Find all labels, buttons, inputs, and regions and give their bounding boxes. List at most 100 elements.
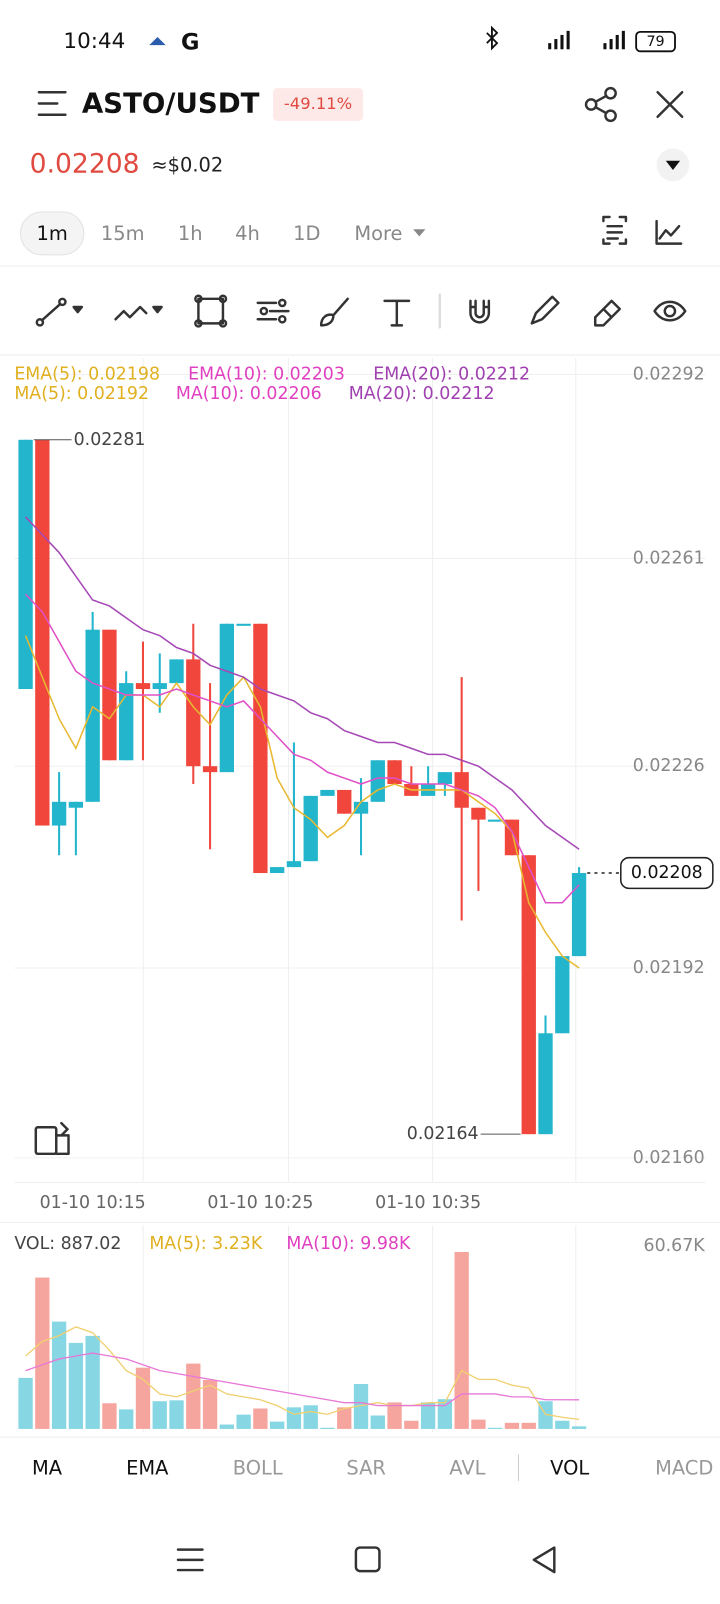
indicator-tab[interactable]: BOLL bbox=[233, 1456, 283, 1479]
volume-bar bbox=[571, 1426, 587, 1429]
timeframe-tab[interactable]: 4h bbox=[235, 222, 260, 245]
wave-tool[interactable] bbox=[114, 305, 163, 321]
line-tool[interactable] bbox=[35, 297, 84, 327]
volume-bar bbox=[186, 1363, 201, 1429]
nav-home[interactable] bbox=[354, 1546, 381, 1573]
volume-bar bbox=[504, 1422, 520, 1429]
candle-body bbox=[286, 861, 302, 868]
volume-bar bbox=[437, 1399, 453, 1429]
text-tool[interactable] bbox=[383, 299, 411, 327]
battery bbox=[635, 30, 676, 53]
candle-body bbox=[18, 439, 33, 690]
candle-body bbox=[219, 623, 234, 773]
pair-title: ASTO/USDT bbox=[82, 86, 260, 119]
indicator-legend: EMA(20): 0.02212 bbox=[373, 365, 530, 385]
indicator-tab[interactable]: SAR bbox=[346, 1456, 385, 1479]
candle-body bbox=[135, 683, 151, 690]
indicator-tab[interactable]: VOL bbox=[550, 1456, 589, 1479]
fullscreen-icon[interactable] bbox=[34, 1121, 70, 1156]
nav-menu[interactable] bbox=[176, 1548, 204, 1572]
y-tick-label: 0.02192 bbox=[633, 958, 705, 978]
chart-style-icon[interactable] bbox=[655, 219, 683, 245]
candle-body bbox=[303, 795, 318, 862]
timeframe-bar: 1m 15m 1h 4h 1D More bbox=[19, 211, 426, 256]
volume-bar bbox=[286, 1407, 302, 1429]
y-tick-label: 0.02292 bbox=[633, 365, 705, 385]
change-badge bbox=[273, 88, 364, 121]
time-grid bbox=[142, 358, 577, 1432]
edit-tool[interactable] bbox=[530, 295, 560, 325]
eraser-tool[interactable] bbox=[593, 299, 621, 327]
candle-body bbox=[119, 683, 134, 761]
indicator-tab[interactable]: MA bbox=[32, 1456, 63, 1479]
shape-tool[interactable] bbox=[194, 294, 228, 328]
candle-body bbox=[186, 659, 201, 767]
indicator-tab[interactable]: MACD bbox=[655, 1456, 713, 1479]
volume-bar bbox=[320, 1427, 335, 1429]
status-app-icon: G bbox=[181, 30, 199, 56]
volume-bar bbox=[85, 1335, 100, 1429]
indicator-legend: MA(20): 0.02212 bbox=[349, 384, 495, 404]
nav-bar bbox=[176, 1546, 556, 1574]
candle-body bbox=[169, 659, 184, 684]
indicator-legend: EMA(10): 0.02203 bbox=[188, 365, 345, 385]
volume-bar bbox=[18, 1377, 33, 1429]
volume-bar bbox=[471, 1419, 486, 1429]
scan-icon[interactable] bbox=[602, 215, 628, 245]
y-tick-label: 0.02261 bbox=[633, 548, 705, 568]
visibility-tool[interactable] bbox=[653, 300, 687, 322]
candle-body bbox=[236, 623, 251, 626]
fib-tool[interactable] bbox=[256, 298, 290, 324]
timeframe-tab[interactable]: 15m bbox=[101, 222, 145, 245]
candle-body bbox=[555, 956, 570, 1034]
magnet-tool[interactable] bbox=[469, 299, 491, 324]
timeframe-tab[interactable]: 1m bbox=[37, 222, 68, 245]
candle-body bbox=[102, 629, 117, 761]
volume-legend: MA(10): 9.98K bbox=[286, 1234, 411, 1254]
battery-level: 79 bbox=[646, 34, 664, 50]
ma-line bbox=[25, 593, 580, 904]
y-tick-label: 0.02160 bbox=[633, 1148, 705, 1168]
timeframe-tab[interactable]: 1D bbox=[293, 222, 320, 245]
last-price: 0.02208 bbox=[30, 148, 140, 179]
timeframe-selected bbox=[19, 211, 85, 256]
indicator-tab[interactable]: EMA bbox=[126, 1456, 169, 1479]
timeframe-tab[interactable]: 1h bbox=[178, 222, 203, 245]
change-text: -49.11% bbox=[284, 94, 352, 113]
close-button[interactable] bbox=[656, 91, 684, 119]
volume-bar bbox=[303, 1405, 318, 1429]
candle-body bbox=[521, 855, 536, 1135]
dropdown-arrow bbox=[413, 229, 426, 237]
candle-body bbox=[370, 760, 385, 802]
x-tick-label: 01-10 10:35 bbox=[375, 1193, 481, 1213]
candle-body bbox=[571, 873, 587, 957]
candle-body bbox=[320, 789, 335, 796]
volume-legend: VOL: 887.02 bbox=[14, 1234, 121, 1254]
candle-body bbox=[488, 819, 503, 822]
volume-bar bbox=[555, 1420, 570, 1429]
ma-line bbox=[25, 516, 580, 850]
status-time: 10:44 bbox=[63, 29, 125, 54]
min-label: 0.02164 bbox=[407, 1124, 479, 1144]
timeframe-tab[interactable]: More bbox=[354, 222, 402, 245]
menu-icon[interactable] bbox=[37, 91, 67, 116]
volume-legend: MA(5): 3.23K bbox=[149, 1234, 263, 1254]
volume-bar bbox=[521, 1422, 536, 1429]
volume-bar bbox=[102, 1403, 117, 1429]
volume-bar bbox=[387, 1402, 402, 1429]
indicator-legend: MA(10): 0.02206 bbox=[176, 384, 322, 404]
ma-line bbox=[24, 635, 580, 969]
volume-bar bbox=[337, 1407, 352, 1429]
candle-body bbox=[437, 772, 453, 785]
volume-bar bbox=[219, 1424, 234, 1429]
candle-body bbox=[270, 867, 285, 874]
indicator-tab[interactable]: AVL bbox=[449, 1456, 485, 1479]
volume-bar bbox=[119, 1409, 134, 1429]
volume-bar bbox=[454, 1252, 469, 1429]
brush-tool[interactable] bbox=[319, 297, 349, 327]
volume-ma-line bbox=[25, 1326, 580, 1421]
nav-back[interactable] bbox=[532, 1546, 556, 1574]
share-button[interactable] bbox=[584, 86, 617, 123]
